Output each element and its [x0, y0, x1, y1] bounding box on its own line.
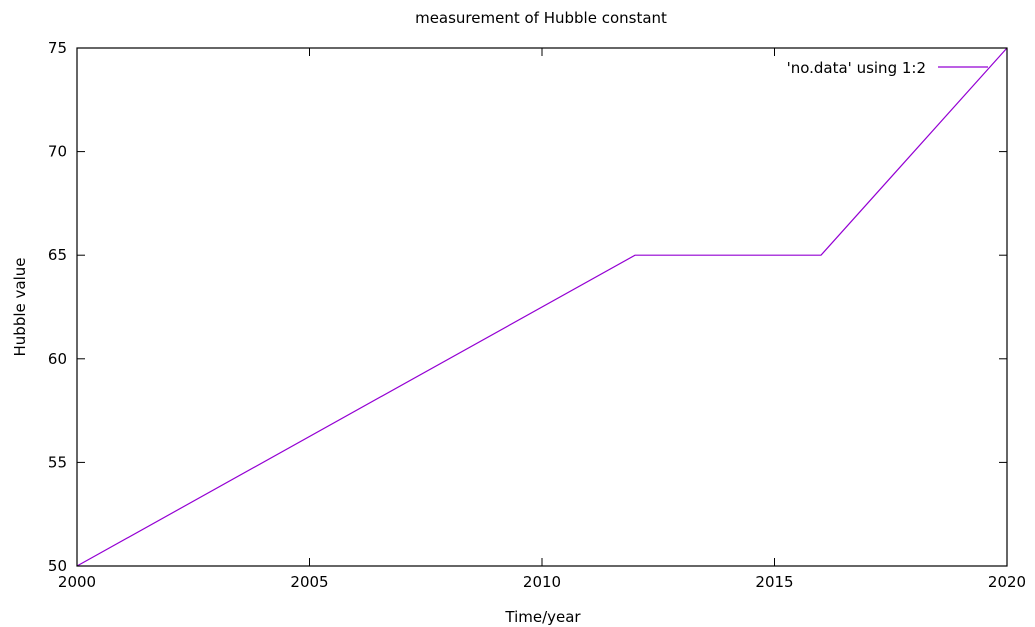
y-tick-label: 50 [48, 557, 67, 575]
y-tick-label: 70 [48, 143, 67, 161]
chart-title: measurement of Hubble constant [415, 9, 667, 27]
x-tick-label: 2000 [58, 573, 96, 591]
y-tick-label: 55 [48, 453, 67, 471]
x-tick-label: 2015 [755, 573, 793, 591]
x-tick-label: 2020 [988, 573, 1026, 591]
y-tick-label: 75 [48, 39, 67, 57]
y-axis-label: Hubble value [11, 258, 29, 357]
series-layer [76, 47, 1008, 567]
y-tick-label: 65 [48, 246, 67, 264]
x-tick-label: 2010 [523, 573, 561, 591]
axis-ticks: 2000 2005 2010 2015 2020 50 55 60 65 70 75 [48, 39, 1026, 591]
series-line [76, 47, 1008, 567]
x-tick-label: 2005 [290, 573, 328, 591]
x-axis-label: Time/year [504, 608, 581, 626]
plot-frame [76, 47, 1008, 567]
y-tick-label: 60 [48, 350, 67, 368]
legend-label: 'no.data' using 1:2 [787, 59, 926, 77]
legend: 'no.data' using 1:2 [787, 59, 988, 77]
